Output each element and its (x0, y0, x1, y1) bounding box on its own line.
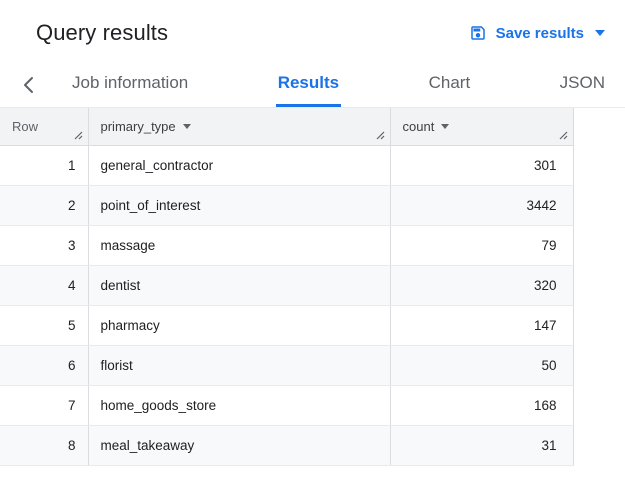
row-number-cell: 3 (0, 225, 89, 266)
count-cell: 147 (390, 305, 574, 346)
table-row: 6 florist 50 (0, 345, 574, 386)
primary-type-cell: dentist (88, 265, 391, 306)
table-row: 5 pharmacy 147 (0, 305, 574, 346)
table-row: 2 point_of_interest 3442 (0, 185, 574, 226)
count-cell: 3442 (390, 185, 574, 226)
table-row: 7 home_goods_store 168 (0, 385, 574, 426)
primary-type-cell: florist (88, 345, 391, 386)
row-number-cell: 6 (0, 345, 89, 386)
count-cell: 31 (390, 425, 574, 466)
column-resize-handle-icon[interactable] (73, 130, 83, 140)
sort-caret-icon (441, 123, 450, 129)
chevron-left-icon[interactable] (10, 62, 46, 107)
table-row: 3 massage 79 (0, 225, 574, 266)
tab-bar: Job information Results Chart JSON (0, 62, 625, 108)
save-results-label: Save results (495, 24, 584, 42)
tab-results[interactable]: Results (275, 62, 342, 107)
row-number-cell: 5 (0, 305, 89, 346)
column-header-count[interactable]: count (390, 108, 574, 146)
table-row: 1 general_contractor 301 (0, 145, 574, 186)
row-number-cell: 4 (0, 265, 89, 306)
row-number-cell: 7 (0, 385, 89, 426)
column-header-count-label: count (402, 118, 435, 134)
tabs: Job information Results Chart JSON (70, 62, 625, 107)
results-table: Row primary_type (0, 108, 574, 466)
column-header-primary-type[interactable]: primary_type (88, 108, 391, 146)
table-header-row: Row primary_type (0, 108, 574, 146)
tab-json[interactable]: JSON (559, 73, 605, 92)
primary-type-cell: massage (88, 225, 391, 266)
primary-type-cell: home_goods_store (88, 385, 391, 426)
count-cell: 320 (390, 265, 574, 306)
primary-type-cell: pharmacy (88, 305, 391, 346)
column-header-row[interactable]: Row (0, 108, 89, 146)
count-cell: 301 (390, 145, 574, 186)
row-number-cell: 8 (0, 425, 89, 466)
table-row: 4 dentist 320 (0, 265, 574, 306)
primary-type-cell: general_contractor (88, 145, 391, 186)
caret-down-icon (595, 30, 605, 36)
tab-job-information[interactable]: Job information (72, 73, 189, 92)
row-number-cell: 1 (0, 145, 89, 186)
column-resize-handle-icon[interactable] (375, 130, 385, 140)
column-header-primary-type-label: primary_type (100, 118, 176, 134)
count-cell: 50 (390, 345, 574, 386)
primary-type-cell: meal_takeaway (88, 425, 391, 466)
sort-caret-icon (182, 123, 191, 129)
save-results-button[interactable]: Save results (469, 24, 605, 42)
save-icon (469, 24, 487, 42)
count-cell: 79 (390, 225, 574, 266)
column-resize-handle-icon[interactable] (558, 130, 568, 140)
count-cell: 168 (390, 385, 574, 426)
tab-chart[interactable]: Chart (428, 73, 471, 92)
title-bar: Query results Save results (0, 0, 625, 62)
row-number-cell: 2 (0, 185, 89, 226)
column-header-row-label: Row (12, 118, 39, 134)
page-title: Query results (36, 20, 169, 45)
table-row: 8 meal_takeaway 31 (0, 425, 574, 466)
table-body: 1 general_contractor 301 2 point_of_inte… (0, 145, 574, 466)
primary-type-cell: point_of_interest (88, 185, 391, 226)
